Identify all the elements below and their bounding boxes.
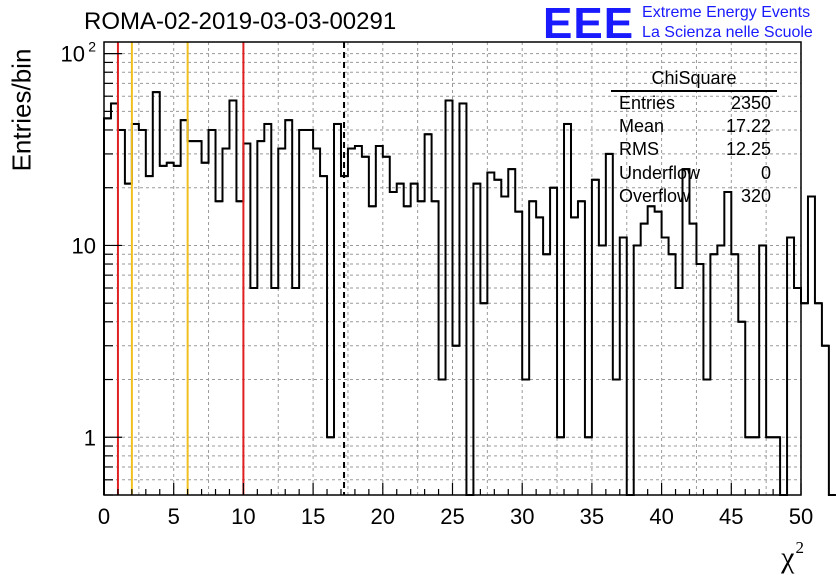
logo-mark: EEE bbox=[543, 0, 635, 48]
chart-title: ROMA-02-2019-03-03-00291 bbox=[84, 8, 397, 35]
stats-row-mean: Mean 17.22 bbox=[611, 115, 777, 138]
logo-text: Extreme Energy Events La Scienza nelle S… bbox=[642, 3, 813, 43]
logo-line-1: Extreme Energy Events bbox=[642, 4, 811, 21]
x-tick-label: 45 bbox=[719, 504, 743, 529]
x-axis-label: χ2 bbox=[781, 538, 804, 575]
stats-row-entries: Entries 2350 bbox=[611, 92, 777, 115]
x-tick-label: 50 bbox=[789, 504, 813, 529]
x-tick-label: 0 bbox=[98, 504, 110, 529]
stats-label: Overflow bbox=[619, 185, 691, 206]
x-tick-label: 10 bbox=[231, 504, 255, 529]
y-tick-label: 10 bbox=[61, 42, 85, 67]
x-axis-label-text: χ bbox=[781, 541, 795, 574]
stats-label: RMS bbox=[619, 139, 659, 160]
stats-value: 2350 bbox=[730, 93, 771, 113]
stats-value: 320 bbox=[740, 185, 771, 206]
stats-value: 12.25 bbox=[725, 139, 771, 160]
x-tick-label: 25 bbox=[440, 504, 464, 529]
stats-label: Underflow bbox=[619, 162, 701, 183]
logo-line-2: La Scienza nelle Scuole bbox=[642, 24, 813, 41]
y-tick-label: 10 bbox=[72, 233, 96, 258]
eee-logo: EEE Extreme Energy Events La Scienza nel… bbox=[543, 2, 813, 46]
y-axis-label: Entries/bin bbox=[6, 48, 37, 172]
x-tick-label: 20 bbox=[371, 504, 395, 529]
y-tick-label: 1 bbox=[84, 425, 96, 450]
x-tick-label: 5 bbox=[168, 504, 180, 529]
stats-row-rms: RMS 12.25 bbox=[611, 138, 777, 161]
stats-label: Entries bbox=[619, 93, 676, 113]
stats-row-overflow: Overflow 320 bbox=[611, 185, 777, 208]
stats-row-underflow: Underflow 0 bbox=[611, 162, 777, 185]
stats-title: ChiSquare bbox=[611, 67, 777, 92]
y-tick-superscript: 2 bbox=[88, 39, 96, 55]
x-tick-label: 40 bbox=[649, 504, 673, 529]
x-axis-label-superscript: 2 bbox=[795, 538, 805, 557]
x-tick-label: 30 bbox=[510, 504, 534, 529]
x-tick-label: 35 bbox=[580, 504, 604, 529]
x-tick-label: 15 bbox=[301, 504, 325, 529]
stats-label: Mean bbox=[619, 116, 665, 137]
stats-box: ChiSquare Entries 2350 Mean 17.22 RMS 12.25… bbox=[611, 67, 777, 208]
stats-value: 17.22 bbox=[725, 116, 771, 137]
stats-value: 0 bbox=[760, 162, 771, 183]
